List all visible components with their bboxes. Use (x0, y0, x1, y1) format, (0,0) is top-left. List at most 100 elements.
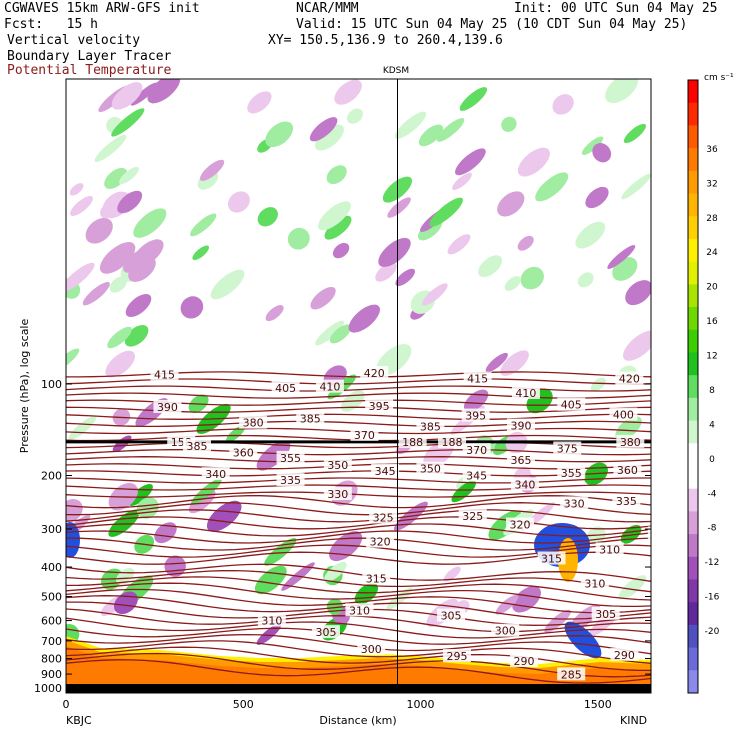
w-cell (265, 305, 284, 322)
colorbar-label: 8 (709, 386, 715, 396)
colorbar-swatch (688, 602, 698, 626)
theta-contour (66, 413, 651, 420)
theta-label-bg (509, 653, 538, 667)
theta-label-bg (463, 371, 492, 385)
theta-contour (66, 582, 651, 608)
colorbar-label: -16 (705, 593, 720, 603)
theta-label-bg (229, 445, 258, 459)
theta-contour (66, 544, 651, 558)
w-cell (535, 172, 569, 202)
colorbar-swatch (688, 670, 698, 694)
colorbar-swatch (688, 329, 698, 353)
model-title: CGWAVES 15km ARW-GFS init (4, 1, 200, 16)
theta-label-bg (201, 467, 230, 481)
colorbar-swatch (688, 148, 698, 172)
w-cell (447, 234, 471, 255)
colorbar-swatch (688, 534, 698, 558)
w-cell (605, 79, 639, 104)
colorbar-swatch (688, 261, 698, 285)
w-cell (329, 324, 352, 344)
w-cell (85, 217, 113, 244)
theta-label-bg (416, 419, 445, 433)
w-cell (315, 320, 345, 346)
theta-label-bg (371, 463, 400, 477)
theta-label-bg (663, 435, 691, 448)
w-cell (501, 116, 517, 132)
colorbar-label: 4 (709, 420, 715, 430)
init-time: Init: 00 UTC Sun 04 May 25 (514, 1, 718, 16)
w-cell (520, 266, 544, 290)
w-cell (348, 304, 380, 333)
theta-contour (66, 659, 651, 684)
w-cell (544, 609, 571, 633)
theta-label-bg (511, 385, 540, 399)
theta-label: 360 (617, 464, 638, 477)
colorbar-label: 16 (706, 317, 718, 327)
theta-label-bg (461, 408, 490, 422)
theta-label-bg (366, 534, 395, 548)
bl-tracer-deep (66, 646, 651, 693)
theta-contour (66, 491, 651, 498)
w-cell (104, 167, 128, 189)
theta-label-bg (416, 461, 445, 475)
w-cell (452, 172, 472, 190)
w-cell (621, 173, 651, 200)
theta-label: 320 (651, 527, 672, 540)
theta-label-bg (560, 496, 589, 510)
theta-label-bg (153, 399, 182, 413)
theta-label: 385 (300, 413, 321, 426)
w-cell (100, 204, 116, 219)
w-cell (497, 191, 525, 217)
theta-contour (66, 569, 651, 593)
theta-label: 390 (157, 401, 178, 414)
theta-label: 405 (561, 399, 582, 412)
w-cell (394, 111, 427, 139)
theta-label-bg (458, 509, 487, 523)
colorbar-swatch (688, 465, 698, 490)
theta-label: 420 (666, 373, 687, 386)
station-mid-label: KDSM (383, 66, 409, 76)
colorbar-swatch (688, 579, 698, 603)
theta-contour (66, 523, 651, 537)
theta-label-bg (257, 613, 286, 627)
theta-contour (66, 537, 651, 551)
theta-label: 285 (561, 668, 582, 681)
y-tick-label: 600 (41, 615, 62, 628)
theta-label-bg (182, 439, 211, 453)
theta-label: 420 (364, 367, 385, 380)
theta-label-bg (557, 397, 586, 411)
theta-label-bg (438, 434, 467, 448)
w-cell (387, 197, 411, 218)
theta-label-bg (663, 372, 691, 385)
theta-label-bg (276, 473, 305, 487)
w-cell (66, 499, 83, 522)
colorbar-swatch (688, 102, 698, 126)
theta-label: 365 (511, 454, 532, 467)
theta-label: 370 (354, 429, 375, 442)
w-cell (225, 425, 246, 443)
valid-time: Valid: 15 UTC Sun 04 May 25 (10 CDT Sun … (296, 17, 688, 32)
theta-label-bg (398, 434, 427, 448)
theta-label-bg (659, 463, 687, 476)
theta-label-bg (442, 649, 471, 663)
w-cell (108, 509, 140, 537)
w-cell (418, 124, 444, 147)
station-right-label: KIND (620, 714, 647, 727)
w-cell (107, 326, 132, 349)
colorbar-swatch (688, 193, 698, 217)
theta-label-bg (580, 576, 609, 590)
w-cell (354, 583, 379, 605)
w-cell (82, 281, 110, 306)
plot-frame (65, 78, 652, 694)
station-left-label: KBJC (66, 714, 92, 727)
colorbar-swatch (688, 352, 698, 376)
w-cell (69, 183, 84, 196)
theta-contour (66, 484, 651, 491)
colorbar-swatch (688, 488, 698, 512)
w-cell (254, 565, 287, 595)
x-tick-label: 0 (63, 698, 70, 711)
y-tick-label: 300 (41, 523, 62, 536)
org-label: NCAR/MMM (296, 1, 359, 16)
w-cell (421, 283, 448, 306)
theta-label: 385 (420, 421, 441, 434)
